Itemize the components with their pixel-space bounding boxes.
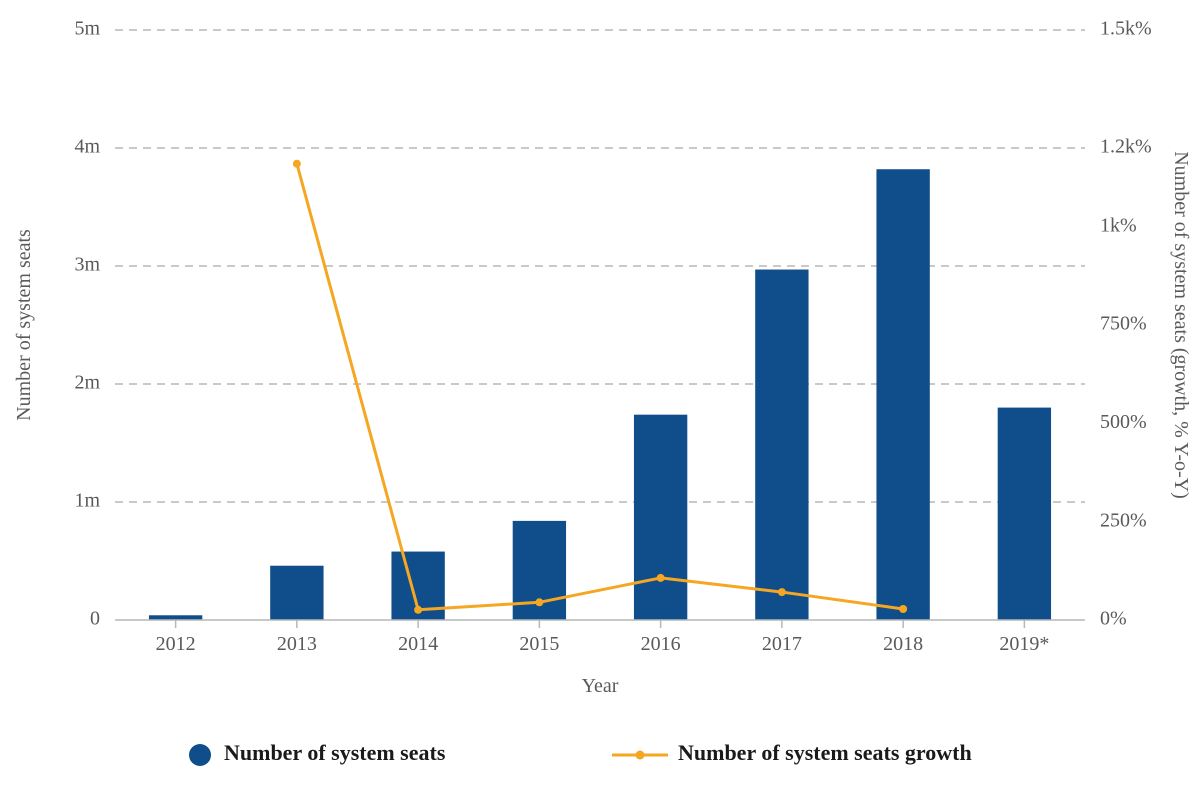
bar [876, 169, 929, 620]
y-right-axis-title: Number of system seats (growth, % Y-o-Y) [1170, 151, 1192, 499]
bar [634, 415, 687, 620]
growth-marker [293, 160, 301, 168]
y-right-tick-label: 750% [1100, 313, 1147, 335]
growth-marker [778, 588, 786, 596]
y-right-tick-label: 250% [1100, 509, 1147, 531]
x-tick-label: 2019* [999, 633, 1049, 655]
x-tick-label: 2018 [883, 633, 923, 655]
x-axis-title: Year [582, 675, 619, 697]
x-tick-label: 2012 [156, 633, 196, 655]
y-left-axis-title: Number of system seats [13, 229, 35, 421]
y-left-tick-label: 0 [90, 608, 100, 630]
y-right-tick-label: 1k% [1100, 214, 1137, 236]
y-left-tick-label: 3m [74, 254, 100, 276]
y-right-tick-label: 0% [1100, 608, 1127, 630]
bar [755, 270, 808, 620]
y-left-tick-label: 5m [74, 18, 100, 40]
growth-marker [899, 605, 907, 613]
y-right-tick-label: 500% [1100, 411, 1147, 433]
y-right-tick-label: 1.5k% [1100, 18, 1152, 40]
growth-marker [414, 606, 422, 614]
x-tick-label: 2017 [762, 633, 802, 655]
bar [270, 566, 323, 620]
seats-chart: 0 1m 2m 3m 4m 5m 0% 250% 500% 750% 1k% 1.2k% 1.5k% 20… [0, 0, 1200, 800]
x-tick-label: 2016 [641, 633, 681, 655]
legend-swatch-marker [636, 751, 645, 760]
growth-marker [657, 574, 665, 582]
bar [998, 408, 1051, 620]
legend-label: Number of system seats [224, 740, 446, 765]
y-left-tick-label: 2m [74, 372, 100, 394]
legend-swatch-circle [189, 744, 211, 766]
x-tick-label: 2015 [519, 633, 559, 655]
x-tick-label: 2013 [277, 633, 317, 655]
growth-marker [535, 598, 543, 606]
x-tick-label: 2014 [398, 633, 438, 655]
growth-line [297, 164, 903, 610]
y-right-tick-label: 1.2k% [1100, 136, 1152, 158]
legend-label: Number of system seats growth [678, 740, 972, 765]
y-left-tick-label: 1m [74, 490, 100, 512]
y-left-tick-label: 4m [74, 136, 100, 158]
